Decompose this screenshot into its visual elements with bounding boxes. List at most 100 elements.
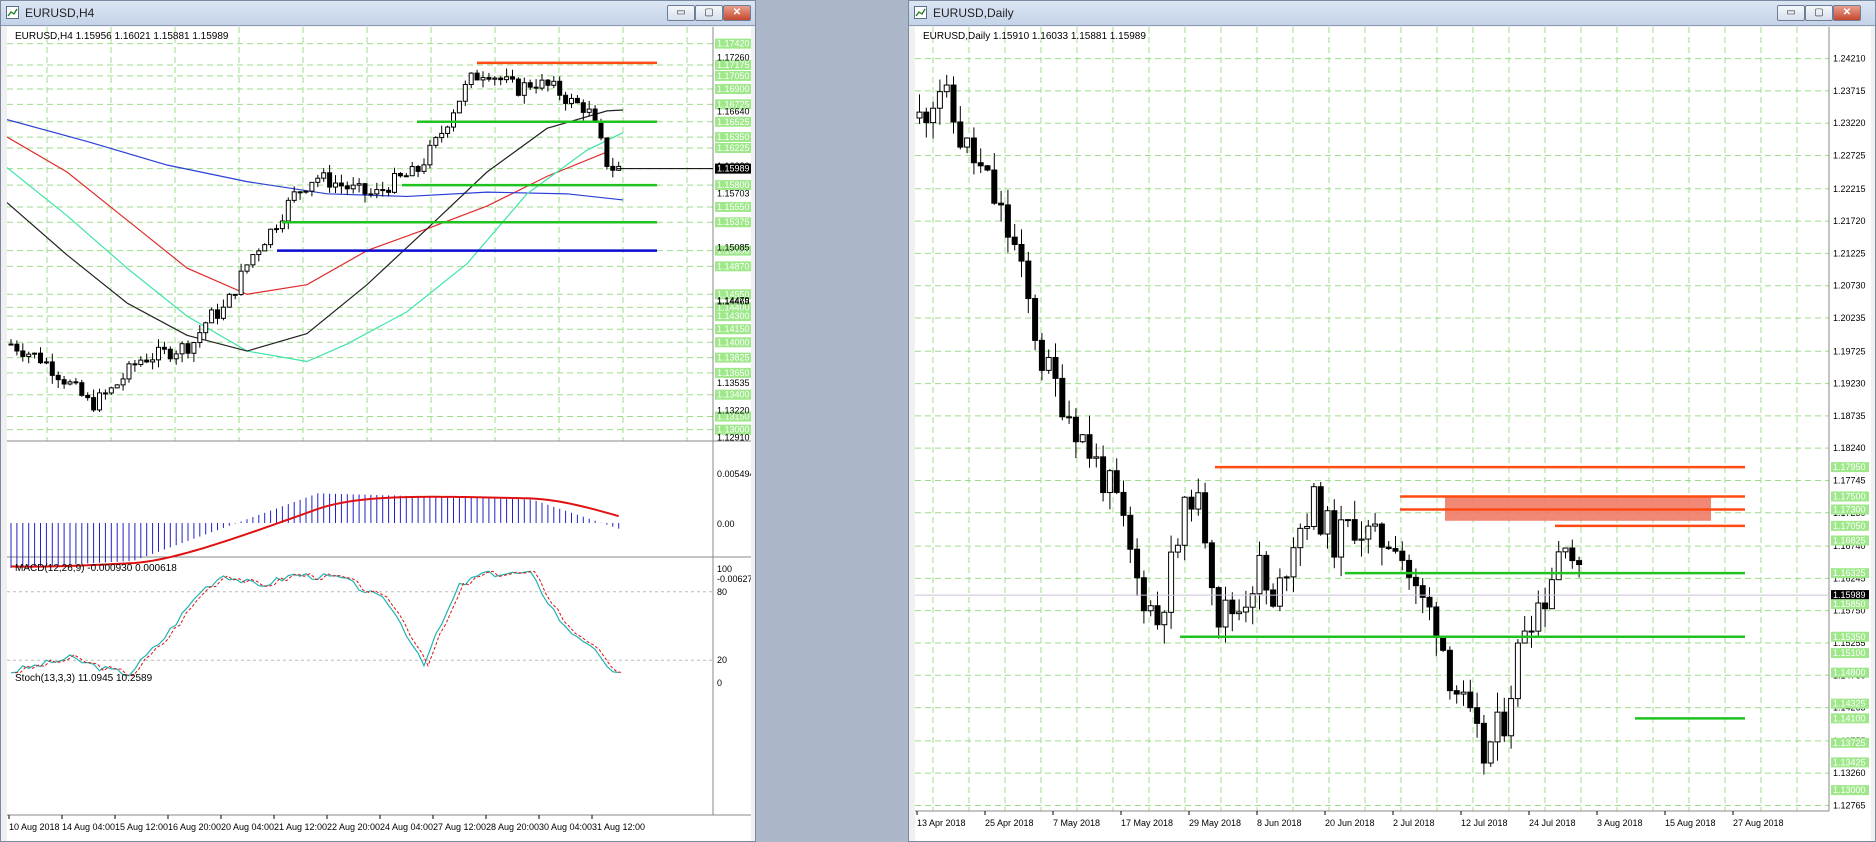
- candle-body: [20, 350, 26, 357]
- price-label: 1.16245: [1833, 573, 1866, 583]
- price-scale: 1.24210 1.23715 1.23220 1.22725 1.22215 1.217…: [915, 54, 1869, 810]
- candle-body: [291, 191, 297, 201]
- candle-body: [179, 343, 185, 355]
- candle-body: [203, 322, 209, 334]
- candle-body: [1072, 416, 1079, 443]
- price-label: 1.20730: [1833, 281, 1866, 291]
- macd-scale-label: 0.005494: [717, 469, 751, 479]
- price-tag: [1831, 520, 1869, 531]
- candle-body: [1474, 707, 1481, 724]
- time-label: 30 Aug 04:00: [539, 822, 592, 832]
- candle-body: [156, 346, 161, 361]
- candle-body: [244, 264, 250, 272]
- window-titlebar[interactable]: EURUSD,Daily ▭ ▢ ✕: [909, 1, 1875, 26]
- candle-body: [1249, 593, 1256, 608]
- chart-window-eurusd-h4[interactable]: EURUSD,H4 ▭ ▢ ✕ 1.17420 1.17175 1.17050 1.1…: [0, 0, 756, 842]
- price-tag-text: 1.14550: [717, 289, 750, 299]
- candle-body: [144, 359, 150, 363]
- candle-body: [49, 361, 55, 376]
- candle-body: [1181, 496, 1188, 546]
- window-titlebar[interactable]: EURUSD,H4 ▭ ▢ ✕: [1, 1, 755, 26]
- candle-body: [977, 162, 984, 167]
- candle-body: [1242, 606, 1249, 613]
- candle-body: [1038, 339, 1045, 371]
- candle-body: [1555, 551, 1562, 581]
- candle-body: [1004, 204, 1011, 238]
- candle-body: [916, 111, 923, 119]
- candle-body: [1045, 356, 1052, 371]
- candle-body: [1208, 542, 1215, 589]
- candle-body: [923, 111, 930, 124]
- candle-body: [557, 80, 563, 96]
- price-tag: [715, 424, 751, 435]
- candle-body: [167, 348, 173, 360]
- maximize-button[interactable]: ▢: [695, 5, 723, 21]
- candle-body: [126, 363, 132, 380]
- candle-body: [1025, 260, 1032, 300]
- chart-window-icon: [914, 6, 927, 19]
- candle-body: [150, 359, 156, 363]
- minimize-button[interactable]: ▭: [667, 5, 695, 21]
- chart-canvas[interactable]: 1.17420 1.17175 1.17050 1.16900 1.16725 1.165…: [7, 27, 751, 841]
- price-tag-text: 1.14325: [1833, 699, 1866, 709]
- candle-body: [338, 182, 344, 187]
- maximize-button[interactable]: ▢: [1805, 5, 1833, 21]
- candle-body: [1134, 548, 1141, 579]
- current-price-text: 1.15989: [1833, 590, 1866, 600]
- candle-body: [1372, 523, 1379, 527]
- chart-canvas[interactable]: 1.24210 1.23715 1.23220 1.22725 1.22215 1.217…: [915, 27, 1871, 841]
- chart-window-eurusd-daily[interactable]: EURUSD,Daily ▭ ▢ ✕ 1.24210 1.23715 1.23220…: [908, 0, 1876, 842]
- candle-body: [1331, 510, 1338, 558]
- price-tag-text: 1.17175: [717, 60, 750, 70]
- candle-body: [1195, 492, 1202, 510]
- candle-body: [102, 392, 108, 395]
- price-tag-text: 1.14100: [1833, 713, 1866, 723]
- candle-body: [1453, 690, 1460, 695]
- price-tag-text: 1.13000: [1833, 785, 1866, 795]
- candle-body: [1433, 606, 1440, 638]
- candle-body: [161, 346, 167, 350]
- price-tag: [1831, 737, 1869, 748]
- price-tag-text: 1.15550: [717, 202, 750, 212]
- candle-body: [1542, 602, 1549, 610]
- candle-body: [350, 184, 356, 190]
- candle-body: [1161, 611, 1168, 626]
- candle-body: [344, 185, 350, 190]
- candle-body: [504, 76, 510, 81]
- price-tag-text: 1.16325: [1833, 568, 1866, 578]
- horizontal-levels[interactable]: [1180, 465, 1745, 720]
- candle-body: [1011, 236, 1018, 245]
- horizontal-levels[interactable]: [277, 61, 657, 252]
- price-label: 1.23715: [1833, 86, 1866, 96]
- candle-body: [108, 387, 114, 394]
- close-button[interactable]: ✕: [723, 5, 751, 21]
- candle-body: [468, 72, 474, 85]
- candle-body: [1066, 416, 1073, 419]
- candle-body: [91, 397, 97, 411]
- ma-mid-line: [7, 109, 624, 352]
- candle-body: [574, 97, 580, 104]
- ma-slow-line: [7, 136, 608, 295]
- candle-body: [480, 77, 486, 81]
- chart-window-icon: [6, 6, 19, 19]
- time-label: 12 Jul 2018: [1461, 818, 1508, 828]
- time-label: 15 Aug 2018: [1665, 818, 1716, 828]
- close-button[interactable]: ✕: [1833, 5, 1861, 21]
- candle-body: [586, 108, 592, 113]
- candle-body: [1222, 599, 1229, 628]
- price-tag-text: 1.15850: [1833, 599, 1866, 609]
- price-tag-text: 1.15050: [717, 246, 750, 256]
- price-tag-text: 1.13825: [717, 353, 750, 363]
- price-tag: [1831, 785, 1869, 796]
- candle-body: [1263, 554, 1270, 591]
- ma-fast-line: [7, 132, 624, 363]
- minimize-button[interactable]: ▭: [1777, 5, 1805, 21]
- candle-body: [1324, 510, 1331, 535]
- daily-chart-svg[interactable]: 1.24210 1.23715 1.23220 1.22725 1.22215 1.217…: [915, 27, 1871, 841]
- price-label: 1.22725: [1833, 151, 1866, 161]
- price-tag-text: 1.14400: [717, 302, 750, 312]
- price-tag: [715, 389, 751, 400]
- price-label: 1.13220: [717, 405, 750, 415]
- price-label: 1.19725: [1833, 346, 1866, 356]
